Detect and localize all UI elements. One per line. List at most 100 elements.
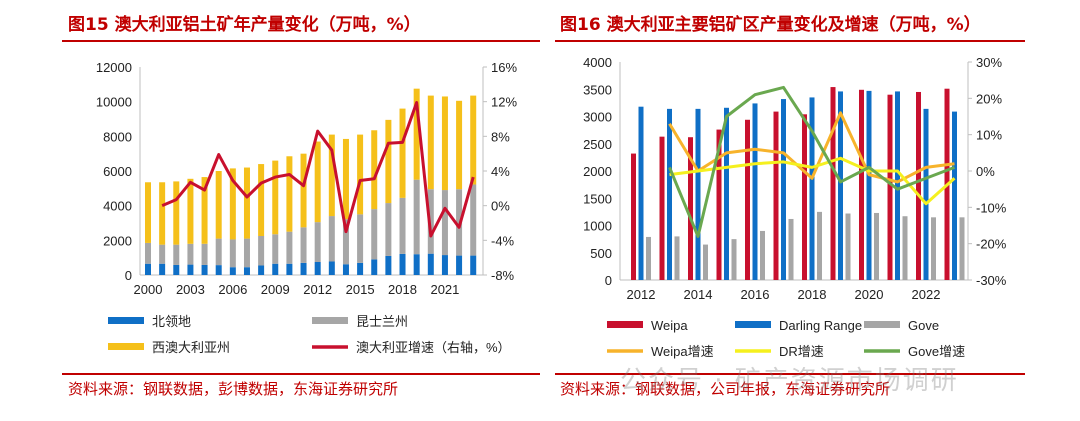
y-tick-label: 500 (590, 246, 612, 261)
y-tick-label: 2500 (583, 137, 612, 152)
y2-tick-label: 12% (491, 95, 517, 110)
y-tick-label: 2000 (583, 164, 612, 179)
bar (470, 184, 477, 256)
bar (902, 216, 908, 280)
bar (328, 134, 335, 217)
bar (674, 236, 680, 280)
bar (300, 227, 307, 263)
legend-swatch (108, 343, 144, 350)
bar (145, 263, 151, 275)
bar (258, 164, 265, 236)
bar (716, 129, 722, 280)
bar (328, 261, 335, 275)
bar (145, 242, 151, 264)
y2-tick-label: -8% (491, 268, 515, 283)
bar (215, 265, 222, 275)
x-tick-label: 2022 (912, 287, 941, 302)
bar (413, 88, 420, 180)
y-tick-label: 10000 (96, 95, 132, 110)
bar (243, 267, 250, 275)
bar (272, 263, 279, 275)
legend-swatch (864, 321, 900, 328)
title-rule-left (62, 40, 540, 42)
bar (731, 239, 737, 280)
y-tick-label: 1500 (583, 191, 612, 206)
x-tick-label: 2003 (176, 282, 205, 297)
y2-tick-label: -30% (976, 273, 1007, 288)
y-tick-label: 3500 (583, 82, 612, 97)
bar (916, 91, 921, 280)
line-series (669, 156, 956, 206)
x-tick-label: 2020 (855, 287, 884, 302)
legend-label: Darling Range (779, 318, 862, 333)
line-series (161, 101, 475, 238)
bar (187, 178, 194, 244)
bar (931, 217, 936, 280)
legend-label: 昆士兰州 (356, 314, 408, 329)
bar (638, 106, 644, 280)
legend-swatch (312, 317, 348, 324)
x-tick-label: 2012 (627, 287, 656, 302)
y2-tick-label: 20% (976, 91, 1002, 106)
x-tick-label: 2012 (303, 282, 332, 297)
bar (760, 230, 765, 280)
bar (845, 213, 851, 280)
legend-label: Weipa (651, 318, 688, 333)
legend-label: Gove增速 (908, 344, 965, 359)
legend-label: DR增速 (779, 344, 824, 359)
bar (427, 189, 434, 254)
y2-tick-label: 16% (491, 60, 517, 75)
bar (817, 211, 822, 280)
y2-tick-label: 30% (976, 55, 1002, 70)
bar (923, 108, 929, 281)
x-tick-label: 2006 (218, 282, 247, 297)
bar (201, 243, 208, 265)
x-tick-label: 2015 (346, 282, 375, 297)
bar (413, 179, 420, 255)
bar (300, 262, 307, 275)
bar (173, 264, 180, 275)
bar (859, 89, 864, 280)
bar (187, 243, 194, 265)
bar (272, 160, 279, 235)
bar (243, 167, 250, 239)
bar (342, 264, 349, 275)
bar (328, 216, 335, 262)
bar (413, 254, 420, 275)
chart-title-right: 图16 澳大利亚主要铝矿区产量变化及增速（万吨，%） (560, 15, 981, 35)
legend-swatch (607, 321, 643, 328)
bar (187, 264, 194, 275)
bar (258, 236, 265, 266)
bar (830, 87, 836, 280)
bar (659, 136, 665, 280)
bar (788, 218, 794, 280)
y-tick-label: 4000 (103, 199, 132, 214)
y-tick-label: 12000 (96, 60, 132, 75)
bar (371, 130, 378, 210)
bar (695, 108, 701, 281)
source-rule-left (62, 373, 540, 375)
y-tick-label: 0 (125, 268, 132, 283)
legend-swatch (108, 317, 144, 324)
chart-left: 020004000600080001000012000-8%-4%0%4%8%1… (96, 60, 518, 355)
chart-title-left: 图15 澳大利亚铝土矿年产量变化（万吨，%） (68, 15, 421, 35)
line-series (668, 85, 956, 238)
bar (874, 212, 879, 280)
bar (838, 91, 843, 281)
bar (688, 137, 693, 280)
y-tick-label: 4000 (583, 55, 612, 70)
bar (258, 265, 265, 275)
bar (399, 253, 406, 275)
x-tick-label: 2014 (684, 287, 713, 302)
legend-label: 澳大利亚增速（右轴，%） (356, 340, 511, 355)
bar (456, 255, 463, 275)
bar (809, 97, 815, 280)
bar (357, 134, 364, 215)
bar (286, 263, 293, 275)
chart-right: 0 500 1000 1500 2000 2500 3000 3500 4000 -30% -20%… (583, 55, 1007, 359)
bar (229, 267, 236, 275)
bar (286, 231, 293, 264)
y2-tick-label: 0% (976, 164, 995, 179)
y-tick-label: 6000 (103, 164, 132, 179)
bar (215, 171, 222, 239)
